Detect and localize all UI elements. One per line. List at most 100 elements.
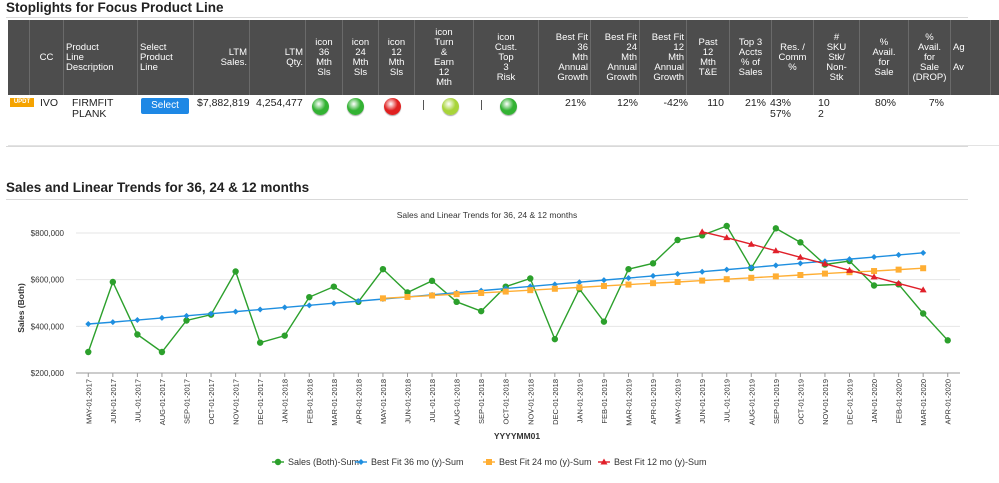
header-cell[interactable]: Ag Av [951, 20, 991, 95]
ltm-sales-value: $7,882,819 [197, 97, 250, 109]
header-cell-text: Av [953, 61, 964, 73]
header-cell[interactable]: Res. / Comm% [772, 20, 814, 95]
data-point [699, 268, 706, 275]
x-tick-label: OCT-01-2019 [796, 379, 805, 424]
stoplight-24mth-icon [347, 98, 364, 115]
data-point [772, 225, 780, 232]
x-tick-label: JUL-01-2018 [428, 379, 437, 422]
header-cell[interactable]: LTM Qty. [250, 20, 306, 95]
x-tick-label: AUG-01-2017 [158, 379, 167, 425]
data-point [109, 319, 116, 326]
header-cell-text: icon [497, 31, 515, 43]
header-cell[interactable]: Best Fit 36 Mth Annual Growth [539, 20, 591, 95]
header-cell-text: Growth [606, 71, 637, 83]
legend-label: Best Fit 24 mo (y)-Sum [499, 457, 592, 467]
stoplight-cust-risk-icon [500, 98, 517, 115]
data-point [109, 278, 117, 286]
x-tick-label: MAY-01-2017 [84, 379, 93, 424]
data-point [404, 293, 411, 300]
sku-value-1: 10 [818, 97, 830, 109]
data-point [274, 458, 282, 466]
header-cell-text: Sales [738, 66, 763, 78]
data-point [183, 317, 190, 324]
header-cell[interactable]: icon Cust. Top 3 Risk [474, 20, 539, 95]
x-tick-label: DEC-01-2019 [846, 379, 855, 425]
data-point [428, 277, 436, 285]
data-point [723, 222, 730, 230]
separator [423, 100, 424, 110]
header-cell-text: Sls [389, 66, 404, 78]
legend-label: Best Fit 36 mo (y)-Sum [371, 457, 464, 467]
data-point [944, 337, 951, 344]
header-cell-text: 36 [318, 46, 330, 58]
header-cell[interactable]: Top 3 Accts% of Sales [730, 20, 772, 95]
header-cell-text: LTM [228, 46, 247, 58]
header-cell-text: # [833, 31, 840, 43]
data-point [478, 289, 485, 296]
select-product-line-button[interactable]: Select [141, 98, 189, 114]
header-cell[interactable]: LTM Sales. [194, 20, 250, 95]
section-title-sales-trends: Sales and Linear Trends for 36, 24 & 12 … [6, 180, 310, 195]
data-point [797, 239, 804, 246]
header-cell-text: Mth [316, 56, 332, 68]
chart-series [85, 222, 951, 356]
data-point [453, 291, 460, 298]
x-tick-label: JAN-01-2018 [281, 379, 290, 423]
header-cell[interactable]: Best Fit 12 Mth Annual Growth [640, 20, 687, 95]
header-cell[interactable]: Select Product Line [138, 20, 194, 95]
header-cell-text: % [925, 31, 934, 43]
header-cell[interactable]: icon 12 Mth Sls [379, 20, 415, 95]
header-cell-text: Growth [557, 71, 588, 83]
sku-value-2: 2 [818, 108, 824, 120]
data-point [748, 274, 755, 281]
res-comm-value-1: 43% [770, 97, 792, 109]
x-tick-label: JUN-01-2017 [109, 379, 118, 424]
x-tick-label: JUN-01-2019 [698, 379, 707, 424]
header-cell[interactable]: # SKU Stk/Non- Stk [814, 20, 860, 95]
y-tick-label: $400,000 [31, 322, 65, 331]
header-cell-text: Avail. [872, 46, 896, 58]
header-cell[interactable]: Best Fit 24 Mth Annual Growth [591, 20, 640, 95]
header-cell-text: Mth [352, 56, 369, 68]
bf36-value: 21% [564, 97, 586, 109]
header-cell[interactable]: Product Line Description [64, 20, 138, 95]
data-point [85, 348, 92, 356]
y-tick-label: $600,000 [31, 276, 65, 285]
data-point [551, 335, 559, 343]
x-tick-label: SEP-01-2019 [772, 379, 781, 424]
data-point [821, 260, 829, 267]
x-tick-label: MAY-01-2019 [674, 379, 683, 424]
header-cell-text: Ag [953, 41, 965, 53]
x-tick-label: FEB-01-2018 [305, 379, 314, 424]
header-cell[interactable]: CC [30, 20, 64, 95]
y-tick-label: $800,000 [31, 229, 65, 238]
header-cell-text: Sales. [220, 56, 247, 68]
y-axis: $200,000 $400,000 $600,000 $800,000 [31, 229, 65, 378]
header-cell[interactable]: % Avail. for Sale [860, 20, 909, 95]
legend-item: Best Fit 24 mo (y)-Sum [483, 457, 592, 467]
header-cell[interactable]: Past 12 Mth T&E [687, 20, 730, 95]
header-cell[interactable]: % Avail. for Sale (DROP) [909, 20, 951, 95]
header-cell-text: (DROP) [912, 71, 947, 83]
header-cell[interactable]: icon 24 Mth Sls [343, 20, 379, 95]
table-header: CC Product Line Description Select Product Lin… [8, 20, 999, 95]
header-cell-text: LTM [284, 46, 303, 58]
header-cell[interactable]: icon Turn & Earn 12 Mth [415, 20, 474, 95]
data-point [649, 260, 657, 267]
avail-value: 80% [874, 97, 896, 109]
x-tick-label: OCT-01-2017 [207, 379, 216, 424]
data-point [870, 273, 878, 280]
data-point [625, 281, 632, 288]
update-badge[interactable]: UPDT [10, 98, 34, 107]
separator [481, 100, 482, 110]
data-point [281, 332, 288, 339]
data-point [895, 251, 902, 258]
data-point [772, 273, 779, 280]
x-tick-label: FEB-01-2019 [600, 379, 609, 424]
header-cell-text: Select [140, 41, 167, 53]
x-tick-label: NOV-01-2017 [232, 379, 241, 425]
data-point [625, 275, 632, 282]
data-point [871, 254, 878, 261]
header-cell[interactable]: icon 36 Mth Sls [306, 20, 343, 95]
data-point [600, 277, 607, 284]
